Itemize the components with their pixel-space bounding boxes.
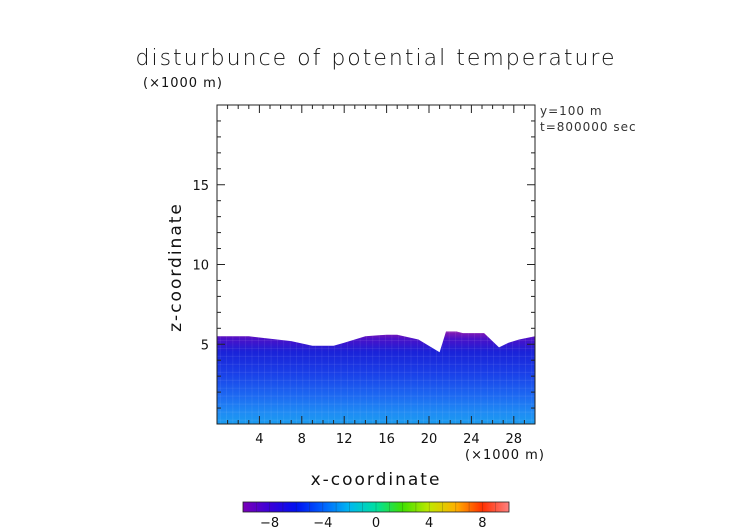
colorbar-tick-label: 0 (372, 516, 380, 531)
colorbar-tick-label: 8 (478, 516, 486, 531)
x-axis-unit: (×1000 m) (465, 448, 545, 463)
x-tick-label: 20 (421, 432, 438, 447)
y-axis-unit: (×1000 m) (143, 76, 223, 91)
annotation-y-position: y=100 m (540, 104, 603, 118)
x-tick-label: 4 (255, 432, 263, 447)
axis-ticks: 4 8 12 16 20 24 28 5 10 15 (192, 105, 535, 447)
temperature-field (217, 331, 535, 424)
x-tick-label: 12 (336, 432, 353, 447)
colorbar-bar (242, 501, 510, 513)
y-tick-label: 10 (192, 259, 209, 274)
annotation-time: t=800000 sec (540, 120, 637, 134)
x-tick-label: 8 (298, 432, 306, 447)
colorbar: −8 −4 0 4 8 (242, 501, 510, 531)
x-tick-label: 24 (463, 432, 480, 447)
x-tick-label: 28 (506, 432, 523, 447)
colorbar-tick-label: −8 (260, 516, 279, 531)
y-tick-label: 5 (201, 338, 209, 353)
field-grid (217, 331, 535, 424)
y-tick-label: 15 (192, 179, 209, 194)
colorbar-tick-label: −4 (313, 516, 332, 531)
x-tick-label: 16 (378, 432, 395, 447)
field-grid-lines (217, 331, 535, 424)
colorbar-tick-label: 4 (425, 516, 433, 531)
chart-title: disturbunce of potential temperature (135, 46, 617, 71)
x-axis-label: x-coordinate (310, 470, 442, 490)
field-fill (217, 331, 535, 424)
